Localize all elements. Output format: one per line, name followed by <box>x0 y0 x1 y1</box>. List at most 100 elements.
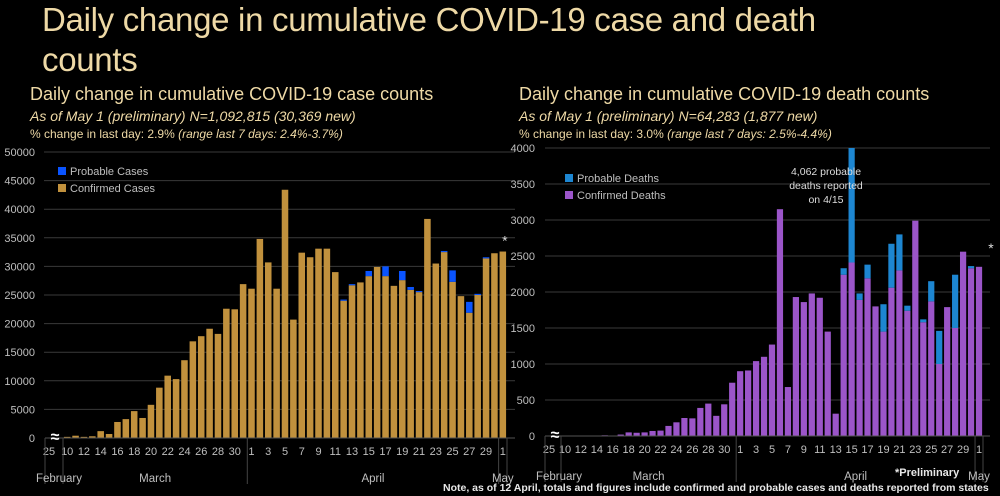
x-tick-label: 25 <box>543 444 555 456</box>
bar-probable-cases <box>449 270 456 282</box>
bar-confirmed-cases <box>382 276 389 438</box>
bar-confirmed-cases <box>89 436 96 438</box>
y-tick-label: 3500 <box>511 179 535 191</box>
bar-confirmed-deaths <box>888 287 895 436</box>
x-tick-label: 20 <box>638 444 650 456</box>
bar-confirmed-cases <box>206 328 213 438</box>
bar-confirmed-cases <box>290 319 297 438</box>
legend-swatch-probable <box>565 174 573 182</box>
page-title: Daily change in cumulative COVID-19 case… <box>42 1 816 78</box>
bar-confirmed-cases <box>231 309 239 438</box>
x-tick-label: 3 <box>753 444 759 456</box>
x-tick-label: 14 <box>591 444 603 456</box>
bar-confirmed-cases <box>457 296 465 438</box>
legend-label-probable: Probable Deaths <box>577 173 659 185</box>
bar-confirmed-cases <box>239 284 247 438</box>
bar-confirmed-deaths <box>784 387 792 436</box>
x-tick-label: 13 <box>346 446 358 458</box>
y-tick-label: 40000 <box>4 204 35 216</box>
x-tick-label: 28 <box>702 444 714 456</box>
bar-confirmed-deaths <box>617 434 624 436</box>
bar-probable-deaths <box>936 330 943 364</box>
bar-confirmed-deaths <box>808 293 815 436</box>
bar-confirmed-deaths <box>689 418 696 436</box>
bar-confirmed-deaths <box>824 331 831 436</box>
bar-confirmed-deaths <box>776 209 784 436</box>
bar-confirmed-cases <box>399 280 406 438</box>
bar-confirmed-deaths <box>752 361 760 436</box>
axis-break-icon: ≈ <box>51 429 60 446</box>
x-tick-label: 15 <box>363 446 375 458</box>
bar-confirmed-deaths <box>848 262 855 436</box>
x-tick-label: 12 <box>575 444 587 456</box>
x-tick-label: 30 <box>229 446 241 458</box>
x-tick-label: 3 <box>265 446 271 458</box>
bar-confirmed-deaths <box>633 432 640 436</box>
axis-break-icon: ≈ <box>551 427 560 444</box>
month-label: April <box>844 471 867 483</box>
bar-confirmed-cases <box>306 257 314 438</box>
month-label: May <box>492 473 514 485</box>
bar-confirmed-deaths <box>737 371 744 436</box>
deaths-pct-change-text: % change in last day: 3.0% <box>519 127 668 141</box>
bar-confirmed-cases <box>315 248 322 438</box>
bar-confirmed-deaths <box>768 344 776 436</box>
bar-confirmed-deaths <box>721 404 728 436</box>
bar-confirmed-deaths <box>665 425 672 436</box>
x-tick-label: 18 <box>623 444 635 456</box>
cases-chart-subtitle: As of May 1 (preliminary) N=1,092,815 (3… <box>30 108 356 124</box>
bar-confirmed-deaths <box>896 270 903 436</box>
bar-confirmed-cases <box>424 218 431 438</box>
x-tick-label: 27 <box>463 446 475 458</box>
bar-confirmed-deaths <box>657 430 664 436</box>
x-tick-label: 12 <box>78 446 90 458</box>
bar-confirmed-cases <box>214 333 222 438</box>
bar-confirmed-cases <box>482 258 490 438</box>
y-tick-label: 50000 <box>4 147 35 159</box>
bar-confirmed-deaths <box>705 403 712 436</box>
bar-confirmed-cases <box>147 404 155 438</box>
month-label: February <box>536 471 582 483</box>
bar-confirmed-deaths <box>967 268 975 436</box>
bar-confirmed-deaths <box>944 307 951 436</box>
y-tick-label: 1000 <box>511 359 535 371</box>
bar-probable-deaths <box>848 148 855 263</box>
bar-confirmed-cases <box>105 433 113 438</box>
legend-label-confirmed: Confirmed Deaths <box>577 190 666 202</box>
bar-confirmed-cases <box>340 300 347 438</box>
x-tick-label: 10 <box>559 444 571 456</box>
bar-confirmed-cases <box>197 336 205 438</box>
x-tick-label: 5 <box>282 446 288 458</box>
bar-confirmed-cases <box>390 285 398 438</box>
cases-pct-change-text: % change in last day: 2.9% <box>30 127 179 141</box>
bar-confirmed-deaths <box>928 301 935 436</box>
y-tick-label: 10000 <box>4 376 35 388</box>
bar-confirmed-deaths <box>713 415 720 436</box>
y-tick-label: 25000 <box>4 290 35 302</box>
bar-confirmed-cases <box>97 431 104 438</box>
y-tick-label: 3000 <box>511 215 535 227</box>
bar-probable-cases <box>382 266 389 277</box>
x-tick-label: 21 <box>413 446 425 458</box>
bar-probable-deaths <box>864 264 871 279</box>
bar-confirmed-cases <box>72 435 79 438</box>
bar-confirmed-deaths <box>673 422 680 436</box>
bar-confirmed-cases <box>139 417 146 438</box>
y-tick-label: 30000 <box>4 261 35 273</box>
bar-confirmed-cases <box>499 251 507 438</box>
y-tick-label: 0 <box>29 433 35 445</box>
bar-confirmed-deaths <box>840 274 847 436</box>
bar-confirmed-cases <box>432 263 440 438</box>
bar-confirmed-cases <box>331 272 339 438</box>
bar-confirmed-deaths <box>697 407 704 436</box>
bar-confirmed-cases <box>357 282 364 438</box>
bar-confirmed-deaths <box>952 328 959 436</box>
x-tick-label: 19 <box>877 444 889 456</box>
bar-confirmed-cases <box>449 281 456 438</box>
x-tick-label: 17 <box>861 444 873 456</box>
legend-label-confirmed: Confirmed Cases <box>70 183 155 195</box>
x-tick-label: 26 <box>195 446 207 458</box>
x-tick-label: 9 <box>315 446 321 458</box>
x-tick-label: 1 <box>248 446 254 458</box>
bar-confirmed-cases <box>63 436 71 438</box>
